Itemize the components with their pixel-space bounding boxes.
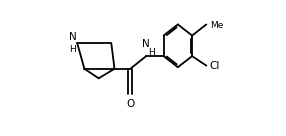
Text: Cl: Cl — [210, 61, 220, 71]
Text: Me: Me — [210, 21, 223, 30]
Text: N: N — [142, 39, 150, 49]
Text: H: H — [148, 48, 155, 57]
Text: N: N — [69, 32, 76, 42]
Text: O: O — [126, 99, 134, 109]
Text: H: H — [69, 45, 76, 54]
